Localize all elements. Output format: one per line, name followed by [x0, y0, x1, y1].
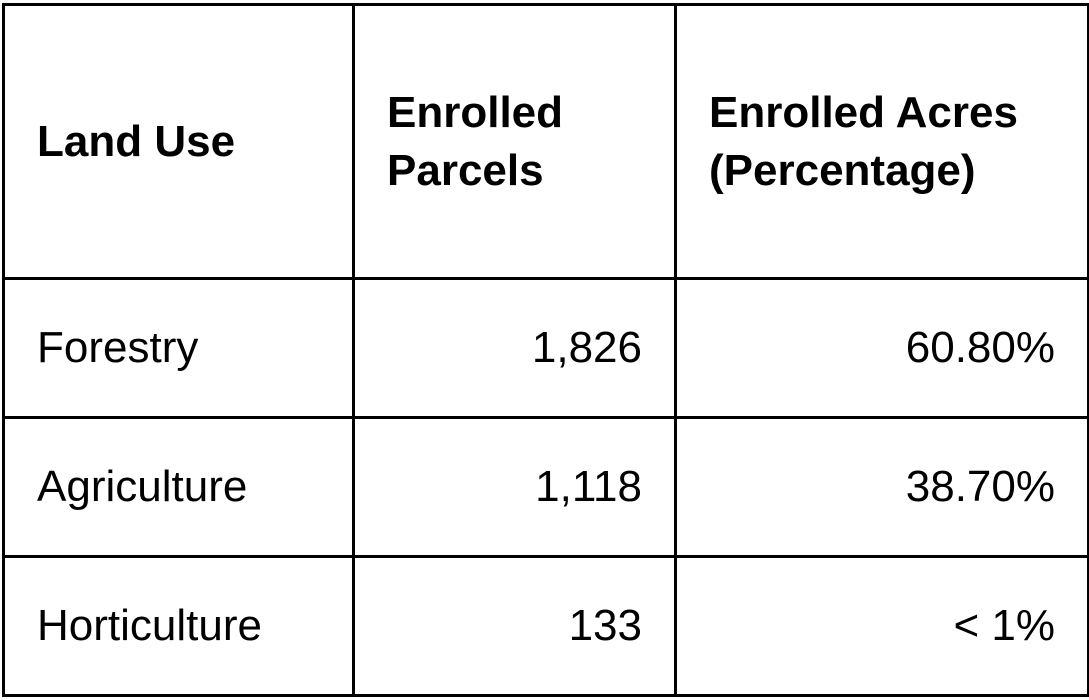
- header-row: Land Use Enrolled Parcels Enrolled Acres (…: [2, 3, 1089, 280]
- header-cell: Enrolled Acres (Percentage): [674, 3, 1089, 280]
- header-text: Enrolled Parcels: [387, 88, 564, 195]
- table-row: Agriculture 1,118 38.70%: [2, 416, 1089, 558]
- table-cell: 133: [352, 555, 677, 697]
- table-body: Forestry 1,826 60.80% Agriculture 1,118 38.70…: [2, 277, 1089, 697]
- header-text: Land Use: [37, 116, 236, 166]
- table-cell: Agriculture: [2, 416, 355, 558]
- table-cell: 1,118: [352, 416, 677, 558]
- table-cell: 38.70%: [674, 416, 1089, 558]
- table-row: Forestry 1,826 60.80%: [2, 277, 1089, 419]
- table-cell: Horticulture: [2, 555, 355, 697]
- table-cell: 1,826: [352, 277, 677, 419]
- table-cell: Forestry: [2, 277, 355, 419]
- table-cell: 60.80%: [674, 277, 1089, 419]
- header-text: Enrolled Acres (Percentage): [709, 88, 1018, 195]
- header-cell: Enrolled Parcels: [352, 3, 677, 280]
- header-cell: Land Use: [2, 3, 355, 280]
- table-cell: < 1%: [674, 555, 1089, 697]
- land-use-table: Land Use Enrolled Parcels Enrolled Acres (…: [2, 3, 1089, 697]
- table-row: Horticulture 133 < 1%: [2, 555, 1089, 697]
